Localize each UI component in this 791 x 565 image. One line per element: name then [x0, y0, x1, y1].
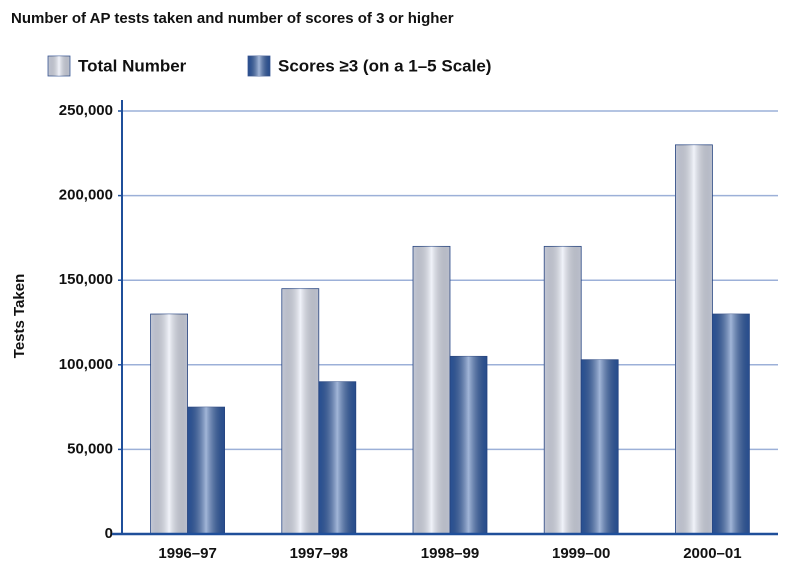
x-tick-label: 1996–97 — [158, 545, 216, 562]
legend-label: Scores ≥3 (on a 1–5 Scale) — [278, 56, 491, 75]
bar-shine — [581, 359, 619, 534]
bar-shine — [281, 288, 319, 534]
x-tick-label: 2000–01 — [683, 545, 741, 562]
y-axis-label: Tests Taken — [11, 274, 28, 358]
y-tick-label: 0 — [105, 525, 113, 542]
legend-label: Total Number — [78, 56, 187, 75]
x-tick-label: 1998–99 — [421, 545, 479, 562]
legend-swatch-shine — [48, 56, 70, 76]
bar-shine — [187, 407, 225, 534]
bar-shine — [150, 314, 188, 534]
y-tick-label: 100,000 — [59, 356, 113, 373]
bar-shine — [318, 381, 356, 534]
bar-shine — [544, 246, 582, 535]
y-tick-label: 250,000 — [59, 102, 113, 119]
x-tick-label: 1997–98 — [290, 545, 348, 562]
chart-title: Number of AP tests taken and number of s… — [11, 10, 454, 27]
y-tick-label: 50,000 — [67, 440, 113, 457]
x-tick-label: 1999–00 — [552, 545, 610, 562]
bar-shine — [450, 356, 487, 534]
bar-shine — [675, 144, 713, 534]
y-tick-label: 150,000 — [59, 271, 113, 288]
bar-shine — [712, 314, 750, 534]
bar-shine — [413, 246, 450, 535]
y-tick-label: 200,000 — [59, 187, 113, 204]
legend-swatch-shine — [248, 56, 270, 76]
